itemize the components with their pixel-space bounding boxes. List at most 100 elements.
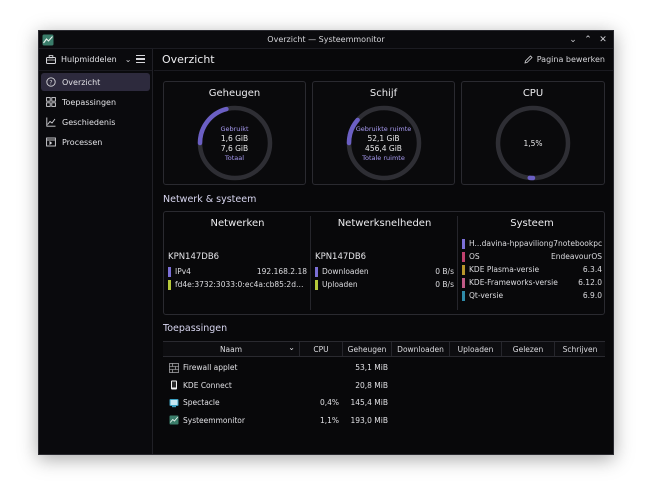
spectacle-icon: [169, 398, 179, 407]
cpu-card: CPU 1,5%: [461, 81, 605, 185]
network-section-title: Netwerk & systeem: [163, 194, 257, 205]
apps-table: Naam ⌄ CPU Geheugen Downloaden Uploaden …: [163, 341, 605, 429]
download-row: Downloaden 0 B/s: [315, 266, 454, 277]
history-icon: [46, 117, 56, 127]
table-row[interactable]: Spectacle 0,4% 145,4 MiB: [163, 394, 605, 412]
sidebar-item-label: Processen: [62, 137, 103, 147]
processes-icon: [46, 137, 56, 147]
network-system-panel: Netwerken KPN147DB6 IPv4 192.168.2.18 fd…: [163, 211, 605, 315]
qt-value: 6.9.0: [582, 291, 602, 300]
sidebar-item-label: Overzicht: [62, 77, 101, 87]
memory-used-label: Gebruikt: [220, 124, 249, 133]
os-label: OS: [469, 252, 480, 261]
table-header: Naam ⌄ CPU Geheugen Downloaden Uploaden …: [163, 341, 605, 357]
networks-column: Netwerken KPN147DB6 IPv4 192.168.2.18 fd…: [164, 212, 311, 314]
table-row[interactable]: Firewall applet 53,1 MiB: [163, 359, 605, 377]
os-value: EndeavourOS: [551, 252, 602, 261]
disk-card: Schijf Gebruikte ruimte 52,1 GiB 456,4 G…: [312, 81, 455, 185]
disk-title: Schijf: [369, 88, 398, 99]
ipv6-value: fd4e:3732:3033:0:ec4a:cb85:2d5f:6a...: [175, 280, 305, 289]
app-cpu: 1,1%: [319, 415, 339, 425]
upload-value: 0 B/s: [435, 280, 454, 289]
system-column: Systeem H... davina-hppaviliong7notebook…: [458, 212, 606, 314]
app-name: Firewall applet: [183, 363, 238, 373]
table-row[interactable]: KDE Connect 20,8 MiB: [163, 377, 605, 395]
systemmonitor-app-icon: [42, 34, 54, 46]
close-button[interactable]: ✕: [599, 35, 607, 45]
cpu-gauge: 1,5%: [494, 104, 572, 182]
column-header-read[interactable]: Gelezen: [502, 342, 555, 356]
sidebar-item-toepassingen[interactable]: Toepassingen: [41, 93, 150, 111]
tools-menu[interactable]: Hulpmiddelen ⌄: [39, 49, 152, 71]
system-row-frameworks: KDE-Frameworks-versie 6.12.0: [462, 277, 602, 288]
systemmonitor-icon: [169, 415, 179, 425]
ipv4-value: 192.168.2.18: [256, 267, 307, 276]
maximize-button[interactable]: ⌃: [584, 35, 592, 45]
page-header: Overzicht Pagina bewerken: [154, 49, 613, 71]
sidebar-item-label: Geschiedenis: [62, 117, 116, 127]
memory-used-value: 1,6 GiB: [220, 133, 249, 143]
tools-label: Hulpmiddelen: [61, 55, 117, 64]
disk-gauge: Gebruikte ruimte 52,1 GiB 456,4 GiB Tota…: [345, 104, 423, 182]
plasma-label: KDE Plasma-versie: [469, 265, 540, 274]
minimize-button[interactable]: ⌄: [569, 35, 577, 45]
network-speeds-column: Netwerksnelheden KPN147DB6 Downloaden 0 …: [311, 212, 458, 314]
sidebar-nav: ? Overzicht Toepassingen Geschiedenis: [39, 71, 152, 155]
cpu-usage-arc: [495, 105, 571, 181]
hostname-value: davina-hppaviliong7notebookpc: [481, 239, 603, 248]
overview-icon: ?: [46, 77, 56, 87]
app-memory: 145,4 MiB: [350, 398, 388, 408]
download-color-bar: [315, 266, 318, 277]
ipv6-color-bar: [168, 279, 171, 290]
download-label: Downloaden: [322, 267, 369, 276]
sort-chevron-icon: ⌄: [288, 343, 295, 352]
memory-total-value: 7,6 GiB: [220, 143, 249, 153]
title-bar[interactable]: Overzicht — Systeemmonitor ⌄ ⌃ ✕: [39, 31, 613, 49]
os-color-bar: [462, 251, 465, 262]
hostname-color-bar: [462, 238, 465, 249]
system-row-qt: Qt-versie 6.9.0: [462, 290, 602, 301]
app-name: Systeemmonitor: [183, 415, 245, 425]
window-controls: ⌄ ⌃ ✕: [569, 33, 607, 47]
upload-color-bar: [315, 279, 318, 290]
upload-label: Uploaden: [322, 280, 358, 289]
column-header-upload[interactable]: Uploaden: [450, 342, 502, 356]
memory-usage-arc: [197, 105, 272, 181]
memory-gauge: Gebruikt 1,6 GiB 7,6 GiB Totaal: [196, 104, 274, 182]
app-cpu: 0,4%: [319, 398, 339, 408]
column-header-download[interactable]: Downloaden: [392, 342, 450, 356]
sidebar-item-processen[interactable]: Processen: [41, 133, 150, 151]
app-name: KDE Connect: [183, 380, 232, 390]
window-title: Overzicht — Systeemmonitor: [267, 35, 385, 44]
memory-card: Geheugen Gebruikt 1,6 GiB 7,6 GiB Totaal: [163, 81, 306, 185]
disk-total-value: 456,4 GiB: [365, 143, 402, 153]
network-speeds-title: Netwerksnelheden: [337, 218, 432, 229]
ipv4-color-bar: [168, 266, 171, 277]
frameworks-value: 6.12.0: [578, 278, 602, 287]
table-body: Firewall applet 53,1 MiB KDE Connect 20,…: [163, 357, 605, 429]
apps-section-title: Toepassingen: [163, 323, 228, 334]
ipv4-label: IPv4: [175, 267, 191, 276]
qt-label: Qt-versie: [469, 291, 504, 300]
sidebar: Hulpmiddelen ⌄ ? Overzicht Toepassingen: [39, 49, 153, 454]
column-header-memory[interactable]: Geheugen: [343, 342, 392, 356]
hamburger-menu-icon[interactable]: [136, 55, 145, 63]
column-header-name[interactable]: Naam ⌄: [163, 342, 300, 356]
column-header-cpu[interactable]: CPU: [300, 342, 343, 356]
ipv6-row: fd4e:3732:3033:0:ec4a:cb85:2d5f:6a...: [168, 279, 307, 290]
system-row-hostname: H... davina-hppaviliong7notebookpc: [462, 238, 602, 249]
firewall-icon: [169, 362, 179, 373]
hostname-label: H...: [469, 239, 482, 248]
toolbox-icon: [46, 55, 56, 64]
network-host: KPN147DB6: [168, 252, 220, 262]
disk-used-value: 52,1 GiB: [367, 133, 400, 143]
sidebar-item-overzicht[interactable]: ? Overzicht: [41, 73, 150, 91]
system-row-plasma: KDE Plasma-versie 6.3.4: [462, 264, 602, 275]
system-row-os: OS EndeavourOS: [462, 251, 602, 262]
edit-page-label: Pagina bewerken: [536, 55, 605, 64]
system-title: Systeem: [510, 218, 554, 229]
sidebar-item-geschiedenis[interactable]: Geschiedenis: [41, 113, 150, 131]
column-header-write[interactable]: Schrijven: [562, 344, 598, 354]
table-row[interactable]: Systeemmonitor 1,1% 193,0 MiB: [163, 412, 605, 430]
edit-page-button[interactable]: Pagina bewerken: [524, 55, 605, 64]
